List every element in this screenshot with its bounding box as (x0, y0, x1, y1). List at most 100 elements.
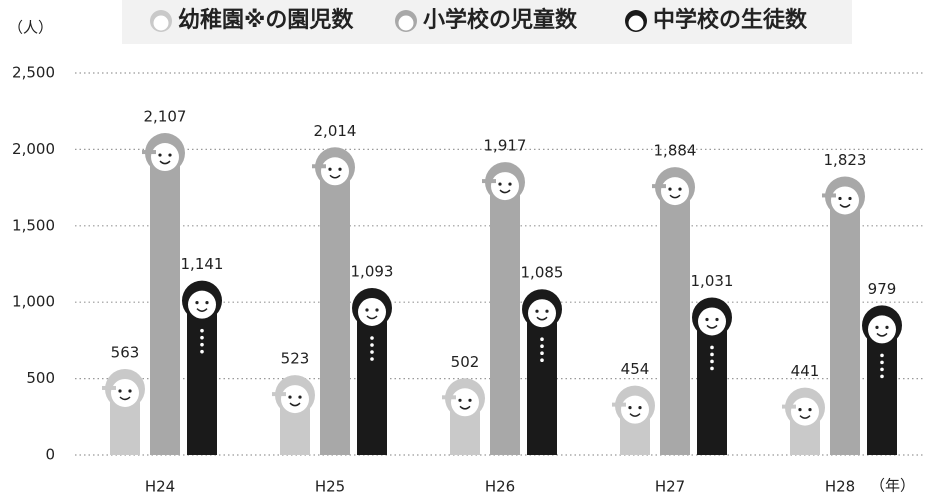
bar (357, 307, 387, 455)
cap-brim (482, 179, 496, 184)
eye (668, 187, 672, 191)
bar (150, 153, 180, 455)
value-label: 1,884 (654, 142, 697, 160)
button (370, 357, 374, 361)
smile (459, 405, 471, 410)
eye (195, 301, 199, 305)
face (188, 290, 216, 319)
x-axis-label: （年） (870, 477, 915, 495)
smile (499, 189, 511, 194)
bar (697, 317, 727, 455)
value-label: 1,031 (691, 272, 734, 290)
eye (458, 398, 462, 402)
smile (839, 203, 851, 208)
face (358, 297, 386, 326)
y-axis-label: （人） (8, 19, 53, 37)
button (710, 345, 714, 350)
value-label: 1,823 (824, 151, 867, 169)
bar (187, 300, 217, 455)
bar (660, 187, 690, 455)
y-tick-label: 1,000 (12, 293, 55, 311)
face (791, 397, 819, 426)
cap-brim (782, 404, 796, 409)
cap-brim (612, 402, 626, 407)
face (151, 143, 179, 172)
smile (119, 396, 131, 401)
button (540, 358, 544, 363)
value-label: 2,107 (144, 108, 187, 126)
y-tick-label: 1,500 (12, 216, 55, 234)
button (540, 351, 544, 356)
y-tick-label: 2,500 (12, 64, 55, 82)
eye (848, 196, 852, 201)
value-label: 1,917 (484, 137, 527, 155)
cap-brim (442, 395, 456, 400)
legend-item: 幼稚園※の園児数 (150, 7, 354, 33)
x-tick-label: H26 (485, 478, 515, 496)
legend-item: 小学校の児童数 (395, 7, 578, 33)
face (621, 395, 649, 424)
button (200, 335, 204, 340)
eye (298, 395, 302, 399)
eye (498, 182, 502, 186)
y-tick-label: 0 (45, 446, 55, 464)
button (370, 336, 374, 340)
eye (128, 389, 132, 393)
cap-brim (142, 150, 156, 155)
eye (808, 408, 812, 412)
eye (328, 167, 332, 171)
value-label: 441 (791, 362, 820, 380)
eye (628, 406, 632, 410)
face (868, 315, 896, 344)
smile (706, 324, 718, 329)
face (281, 385, 309, 414)
cap-brim (272, 392, 286, 397)
eye (288, 395, 292, 399)
eye (375, 308, 379, 312)
smile (876, 332, 888, 337)
legend-background (122, 0, 852, 44)
face (111, 378, 139, 407)
value-label: 1,093 (351, 262, 394, 280)
smile (669, 194, 681, 199)
x-tick-label: H28 (825, 478, 855, 496)
face (528, 299, 556, 328)
smile (536, 316, 548, 321)
smile (289, 402, 301, 407)
face (491, 172, 519, 201)
eye (885, 325, 889, 330)
smile (629, 413, 641, 417)
y-tick-label: 2,000 (12, 140, 55, 158)
bar (867, 325, 897, 455)
value-label: 2,014 (314, 122, 357, 140)
face (831, 186, 859, 215)
value-label: 1,085 (521, 264, 564, 282)
eye (875, 325, 879, 330)
cap-brim (822, 193, 836, 198)
eye (838, 196, 842, 201)
smile (366, 315, 378, 320)
smile (799, 415, 811, 419)
value-label: 454 (621, 360, 650, 378)
eye (798, 408, 802, 412)
value-label: 563 (111, 343, 140, 361)
smile (329, 174, 341, 179)
button (880, 367, 884, 372)
eye (118, 389, 122, 393)
eye (365, 308, 369, 312)
bar (830, 196, 860, 455)
face (451, 388, 479, 417)
legend-icon-face (153, 15, 169, 31)
face (321, 157, 349, 186)
button (540, 337, 544, 342)
eye (535, 309, 539, 313)
eye (468, 398, 472, 402)
eye (705, 317, 709, 322)
button (880, 360, 884, 365)
legend: 幼稚園※の園児数 小学校の児童数 中学校の生徒数 (150, 7, 808, 33)
x-tick-label: H25 (315, 478, 345, 496)
cap-brim (312, 164, 326, 169)
eye (545, 309, 549, 313)
button (710, 352, 714, 357)
button (540, 344, 544, 349)
